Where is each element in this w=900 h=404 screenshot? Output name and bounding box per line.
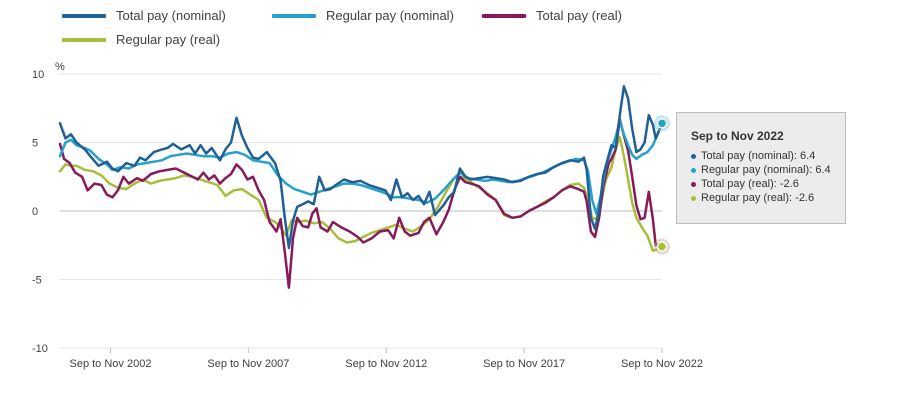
y-tick-label: 5 (32, 138, 38, 150)
legend-item[interactable]: Total pay (nominal) (62, 8, 226, 23)
tooltip-row: Regular pay (real): -2.6 (691, 191, 833, 205)
tooltip-row-label: Regular pay (real): -2.6 (701, 192, 815, 204)
series-line[interactable] (58, 119, 664, 215)
x-tick-label: Sep to Nov 2022 (621, 358, 703, 370)
tooltip-dot (691, 167, 696, 173)
y-axis: 10 5 0 -5 -10% (32, 61, 65, 355)
gridlines (60, 73, 662, 349)
highlight-markers (654, 115, 670, 255)
x-tick-label: Sep to Nov 2007 (207, 358, 289, 370)
x-axis: Sep to Nov 2002 Sep to Nov 2007 Sep to Nov… (69, 348, 703, 370)
legend-label: Total pay (nominal) (116, 8, 226, 23)
tooltip-dot (691, 153, 696, 159)
x-tick-label: Sep to Nov 2017 (483, 358, 565, 370)
legend-label: Total pay (real) (536, 8, 622, 23)
tooltip-row-label: Total pay (real): -2.6 (701, 178, 799, 190)
series-lines (58, 85, 664, 289)
highlight-point[interactable] (656, 241, 668, 252)
legend-swatch (62, 13, 106, 18)
legend-item[interactable]: Regular pay (nominal) (272, 8, 454, 23)
highlight-point[interactable] (656, 118, 668, 129)
series-line[interactable] (58, 117, 664, 289)
tooltip-row-label: Regular pay (nominal): 6.4 (701, 164, 831, 176)
legend-swatch (272, 13, 316, 18)
x-tick-label: Sep to Nov 2012 (345, 358, 427, 370)
legend-label: Regular pay (nominal) (326, 8, 454, 23)
legend-item[interactable]: Regular pay (real) (62, 32, 220, 47)
tooltip-row: Regular pay (nominal): 6.4 (691, 163, 833, 177)
tooltip-dot (691, 195, 696, 201)
tooltip-title: Sep to Nov 2022 (691, 129, 784, 143)
chart-legend: Total pay (nominal) Regular pay (nominal)… (62, 8, 762, 52)
y-tick-label: 0 (32, 206, 38, 218)
tooltip-row: Total pay (real): -2.6 (691, 177, 833, 191)
y-tick-label: 10 (32, 69, 44, 81)
legend-item[interactable]: Total pay (real) (482, 8, 622, 23)
data-tooltip: Sep to Nov 2022 Total pay (nominal): 6.4… (676, 112, 846, 224)
tooltip-dot (691, 181, 696, 187)
legend-label: Regular pay (real) (116, 32, 221, 47)
legend-swatch (62, 37, 106, 42)
y-tick-label: -5 (32, 275, 42, 287)
x-tick-label: Sep to Nov 2002 (69, 358, 151, 370)
tooltip-row-label: Total pay (nominal): 6.4 (701, 150, 816, 162)
series-line[interactable] (58, 85, 664, 250)
legend-swatch (482, 13, 526, 18)
y-tick-label: -10 (32, 343, 48, 355)
y-axis-unit: % (55, 61, 65, 73)
tooltip-row: Total pay (nominal): 6.4 (691, 149, 833, 163)
